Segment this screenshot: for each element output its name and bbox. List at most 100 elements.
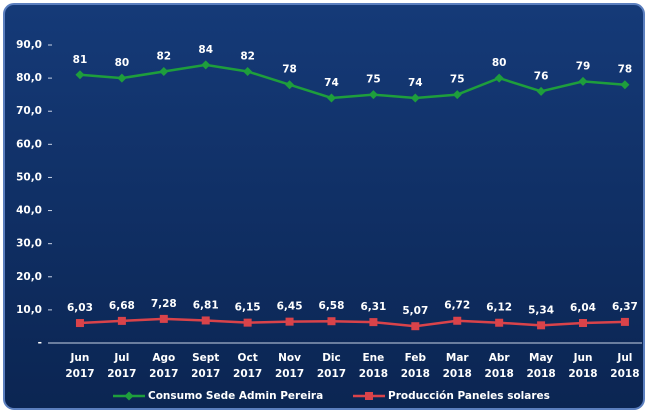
marker [365,392,373,400]
x-tick-label: 2018 [443,368,472,380]
x-tick-label: Sept [192,352,219,364]
y-tick-label: 80,0 [16,72,42,84]
y-tick-label: 30,0 [16,238,42,250]
data-label: 6,45 [277,301,303,313]
data-label: 78 [282,64,297,76]
marker [620,80,630,90]
x-tick-label: Jun [70,352,90,364]
x-tick-label: Ene [363,352,385,364]
marker [117,316,126,325]
chart-frame [3,3,645,410]
marker [452,90,462,100]
marker [117,73,127,83]
marker [578,76,588,86]
marker [285,317,294,326]
marker [243,66,253,76]
data-label: 6,81 [193,299,219,311]
data-label: 6,68 [109,300,135,312]
data-label: 75 [366,74,381,86]
y-tick-label: 60,0 [16,138,42,150]
data-label: 6,03 [67,302,93,314]
x-tick-label: Jun [573,352,593,364]
data-label: 6,12 [486,302,512,314]
marker [124,391,134,401]
marker [536,86,546,96]
data-label: 81 [73,54,88,66]
y-tick-label: 70,0 [16,105,42,117]
marker [494,73,504,83]
x-tick-label: 2017 [275,368,304,380]
x-tick-label: Jul [113,352,129,364]
marker [243,318,252,327]
data-label: 5,34 [528,304,554,316]
data-label: 80 [492,57,507,69]
x-tick-label: Nov [278,352,301,364]
data-label: 80 [115,57,130,69]
data-label: 82 [156,50,171,62]
data-label: 6,31 [360,301,386,313]
data-label: 6,37 [612,301,638,313]
series-line [79,317,625,328]
x-tick-label: Jul [616,352,632,364]
x-tick-label: 2017 [107,368,136,380]
y-tick-label: 10,0 [16,304,42,316]
marker [411,322,420,331]
data-label: 6,04 [570,302,596,314]
marker [368,90,378,100]
x-tick-label: 2018 [568,368,597,380]
legend-label: Producción Paneles solares [388,390,550,402]
x-tick-label: 2017 [233,368,262,380]
data-label: 7,28 [151,298,177,310]
marker [495,318,504,327]
x-tick-label: 2017 [149,368,178,380]
series-line [79,63,626,100]
x-tick-label: Abr [489,352,511,364]
marker [201,60,211,70]
x-tick-label: Oct [238,352,258,364]
marker [75,319,84,328]
legend-label: Consumo Sede Admin Pereira [148,390,323,402]
marker [579,319,587,328]
x-tick-label: 2018 [526,368,555,380]
marker [537,321,546,330]
marker [159,314,168,323]
x-tick-label: 2018 [401,368,430,380]
data-label: 76 [534,70,549,82]
data-label: 74 [324,77,339,89]
x-tick-label: 2017 [317,368,346,380]
x-tick-label: 2018 [610,368,639,380]
x-tick-label: 2018 [359,368,388,380]
data-label: 6,15 [235,302,261,314]
y-tick-label: 90,0 [16,39,42,51]
marker [75,70,85,80]
marker [410,93,420,103]
x-tick-label: Ago [152,352,175,364]
marker [326,93,336,103]
y-tick-label: 20,0 [16,271,42,283]
x-tick-label: May [529,352,553,364]
data-label: 78 [618,64,633,76]
y-tick-label: 40,0 [16,205,42,217]
data-label: 82 [240,50,255,62]
marker [285,80,295,90]
x-tick-label: Mar [446,352,470,364]
marker [327,317,336,326]
x-tick-label: Dic [322,352,341,364]
data-label: 75 [450,74,465,86]
marker [201,316,210,325]
marker [453,316,462,325]
x-tick-label: 2017 [191,368,220,380]
data-label: 79 [576,60,591,72]
y-tick-label: 50,0 [16,171,42,183]
x-tick-label: 2017 [65,368,94,380]
data-label: 84 [198,44,213,56]
marker [159,66,169,76]
data-label: 5,07 [402,305,428,317]
marker [620,317,629,326]
x-tick-label: 2018 [485,368,514,380]
marker [369,318,378,327]
x-tick-label: Feb [405,352,427,364]
data-label: 6,58 [319,300,345,312]
data-label: 6,72 [444,300,470,312]
